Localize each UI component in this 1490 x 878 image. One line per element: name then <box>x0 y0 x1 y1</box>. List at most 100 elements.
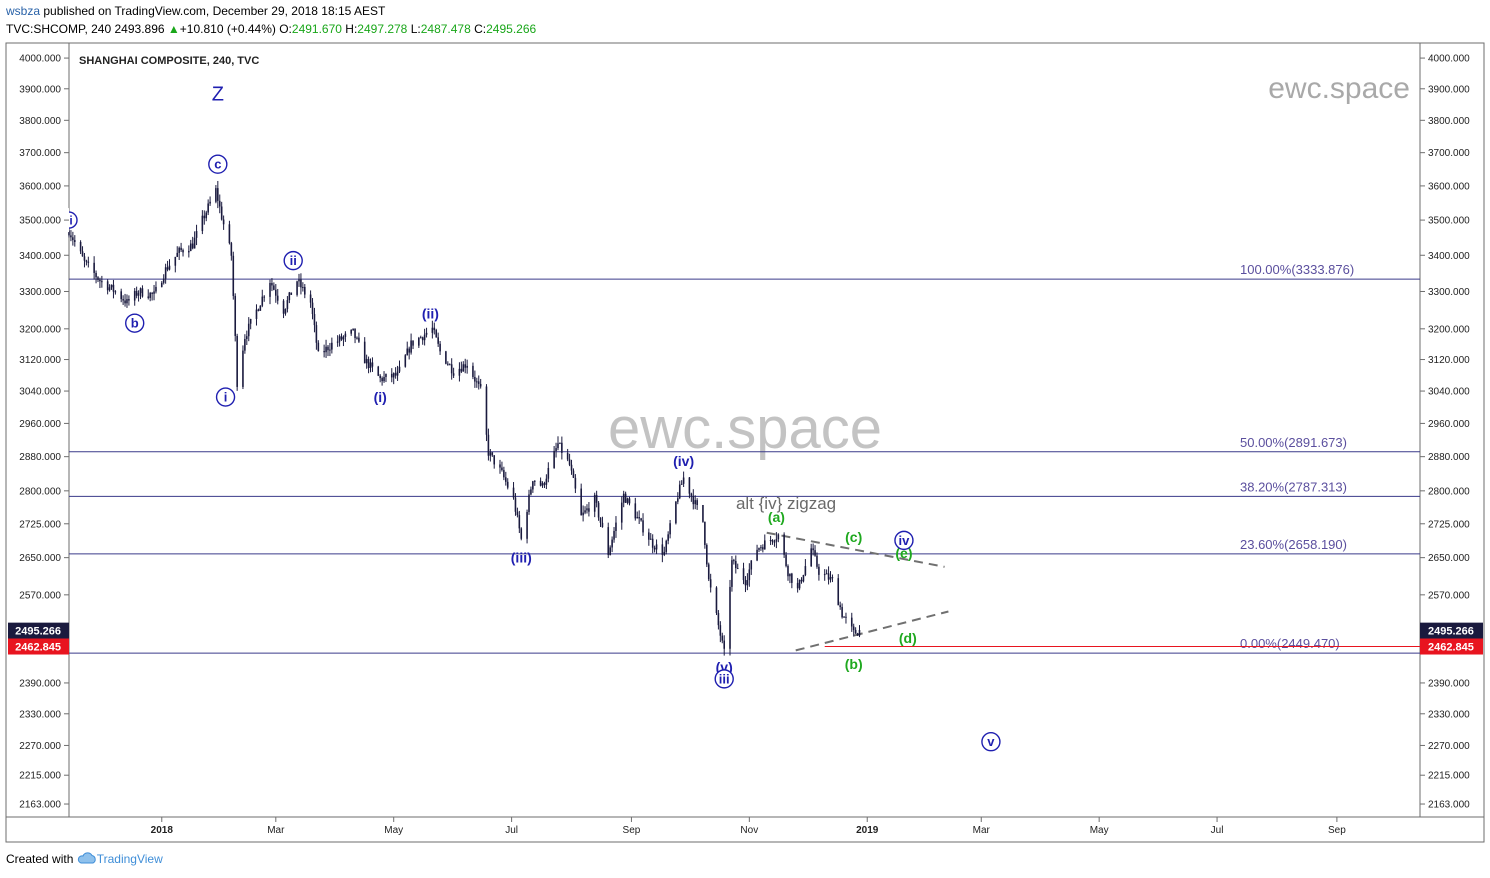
candle-body <box>182 250 184 253</box>
last-price: 2493.896 <box>114 22 165 36</box>
candle-body <box>593 494 596 512</box>
candle-body <box>139 288 142 294</box>
candle-body <box>404 355 407 367</box>
y-tick-label-right: 3300.000 <box>1428 287 1470 298</box>
candle-body <box>273 285 275 290</box>
candle-body <box>555 448 557 451</box>
candle-body <box>147 296 150 298</box>
x-tick-label: May <box>1090 825 1109 836</box>
wave-circle <box>208 154 228 174</box>
candle-body <box>748 569 751 581</box>
candle-body <box>690 493 693 496</box>
candle-body <box>651 538 654 548</box>
candle-series <box>68 180 861 656</box>
author-link[interactable]: wsbza <box>6 4 41 18</box>
candle-body <box>232 255 235 296</box>
wave-circle <box>714 669 734 689</box>
candle-body <box>73 240 76 242</box>
candle-body <box>87 261 90 263</box>
candle-body <box>530 489 532 495</box>
wave-label: c <box>214 157 221 172</box>
candle-body <box>230 243 233 256</box>
candle-body <box>580 488 582 516</box>
price-label-text: 2495.266 <box>1428 626 1474 638</box>
y-tick-label-left: 2163.000 <box>19 800 61 811</box>
candle-body <box>222 219 225 225</box>
x-tick-label: Jul <box>505 825 518 836</box>
wave-label-green: (c) <box>845 529 862 545</box>
wave-circle <box>894 530 914 551</box>
price-axis[interactable]: 4000.000 4000.000 3900.000 3900.000 3800.000… <box>19 54 1470 811</box>
y-tick-label-left: 3700.000 <box>19 148 61 159</box>
candle-body <box>501 467 503 471</box>
price-label-box <box>1420 622 1483 639</box>
symbol-ohlc-bar: TVC:SHCOMP, 240 2493.896 ▲+10.810 (+0.44… <box>6 22 536 36</box>
candle-body <box>97 277 99 280</box>
candle-body <box>458 368 461 376</box>
fib-levels: 100.00%(3333.876) 50.00%(2891.673) 38.20%(… <box>69 262 1420 654</box>
candle-body <box>601 522 604 528</box>
candle-body <box>93 262 95 273</box>
y-tick-label-left: 3040.000 <box>19 387 61 398</box>
watermark-small: ewc.space <box>1268 72 1410 105</box>
candle-body <box>298 279 300 282</box>
price-label-text: 2462.845 <box>15 642 61 654</box>
candle-body <box>133 290 136 301</box>
candle-body <box>180 247 182 251</box>
candle-body <box>717 612 720 626</box>
candle-body <box>365 358 368 364</box>
candle-body <box>228 224 231 244</box>
low-value: 2487.478 <box>420 22 471 36</box>
candle-body <box>750 560 753 570</box>
y-tick-label-left: 3800.000 <box>19 116 61 127</box>
candle-body <box>246 336 248 339</box>
x-tick-label: Mar <box>973 825 991 836</box>
y-tick-label-left: 2650.000 <box>19 553 61 564</box>
candle-body <box>286 300 289 309</box>
candle-body <box>827 573 830 580</box>
fib-label: 38.20%(2787.313) <box>1240 479 1347 494</box>
tradingview-link[interactable]: TradingView <box>96 852 163 866</box>
candle-body <box>114 291 117 293</box>
candle-body <box>791 573 793 583</box>
y-tick-label-left: 4000.000 <box>19 54 61 65</box>
candle-body <box>124 300 126 304</box>
candle-body <box>762 547 764 550</box>
high-value: 2497.278 <box>357 22 408 36</box>
candle-body <box>153 291 155 294</box>
candle-body <box>706 544 708 565</box>
candle-body <box>620 502 623 523</box>
y-tick-label-right: 3700.000 <box>1428 148 1470 159</box>
candle-body <box>398 366 401 372</box>
time-axis[interactable]: 2018 Mar May Jul Sep Nov 2019 Mar May Jul Sep <box>151 817 1347 836</box>
candle-body <box>477 381 480 384</box>
candle-body <box>532 481 534 490</box>
candle-body <box>733 560 735 562</box>
candle-body <box>640 518 642 521</box>
candle-body <box>771 540 774 542</box>
candle-body <box>709 579 712 588</box>
candle-body <box>188 250 190 253</box>
y-tick-label-left: 2215.000 <box>19 771 61 782</box>
candle-body <box>126 299 128 304</box>
candle-body <box>99 279 101 282</box>
candle-body <box>203 215 206 219</box>
candle-body <box>189 243 192 251</box>
candle-body <box>385 373 387 378</box>
x-tick-label: Sep <box>1328 825 1346 836</box>
candle-body <box>106 281 109 291</box>
candle-body <box>665 540 668 552</box>
candle-body <box>255 309 258 319</box>
wave-label-z: Z <box>212 83 224 105</box>
candle-body <box>736 568 739 570</box>
candle-body <box>512 487 515 498</box>
candle-body <box>174 256 177 266</box>
y-tick-label-right: 2725.000 <box>1428 519 1470 530</box>
candle-body <box>383 377 385 382</box>
candle-body <box>269 282 271 297</box>
candle-body <box>425 332 428 335</box>
candle-body <box>702 504 704 522</box>
y-tick-label-left: 3300.000 <box>19 287 61 298</box>
candle-body <box>112 284 115 292</box>
